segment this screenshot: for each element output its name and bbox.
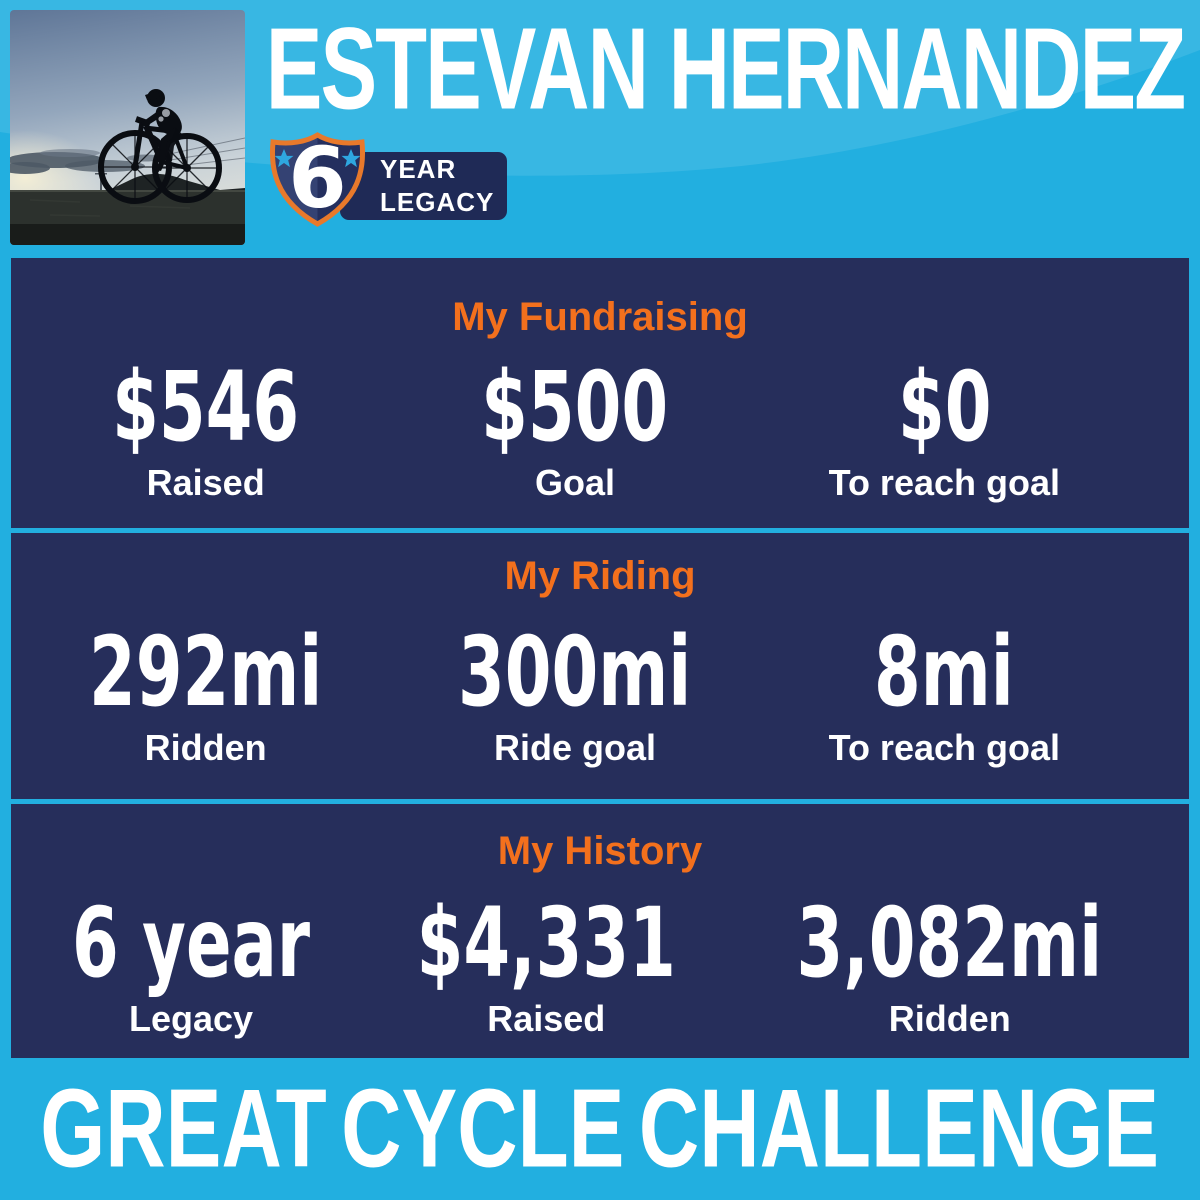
stat-ridden-value: 292mi: [88, 616, 323, 728]
stat-goal-value: $500: [481, 351, 669, 463]
stat-goal: $500 Goal: [390, 351, 759, 504]
stat-ride-goal: 300mi Ride goal: [390, 616, 759, 769]
brand-wordmark: GREAT CYCLE CHALLENGE: [40, 1066, 1160, 1191]
stat-ride-to-reach-goal-value: 8mi: [874, 616, 1015, 728]
stat-ridden-label: Ridden: [144, 727, 267, 769]
stat-history-ridden-label: Ridden: [888, 998, 1011, 1040]
stat-history-ridden: 3,082mi Ridden: [731, 887, 1168, 1040]
stat-history-raised: $4,331 Raised: [361, 887, 731, 1040]
riding-panel-title: My Riding: [504, 554, 696, 598]
stat-to-reach-goal-value: $0: [897, 351, 992, 463]
rider-name: ESTEVAN HERNANDEZ: [255, 4, 1195, 134]
stat-ride-goal-label: Ride goal: [493, 727, 656, 769]
star-icon: [274, 149, 361, 168]
legacy-shield-icon: 6: [270, 131, 365, 227]
stat-raised-label: Raised: [146, 462, 265, 504]
stat-history-raised-value: $4,331: [416, 887, 676, 999]
stat-legacy: 6 year Legacy: [21, 887, 361, 1040]
stat-goal-label: Goal: [534, 462, 615, 504]
stat-ride-to-reach-goal: 8mi To reach goal: [760, 616, 1129, 769]
stat-history-ridden-value: 3,082mi: [796, 887, 1103, 999]
stat-to-reach-goal-label: To reach goal: [828, 462, 1061, 504]
stat-ride-goal-value: 300mi: [458, 616, 692, 728]
stat-legacy-label: Legacy: [128, 998, 254, 1040]
stat-ridden: 292mi Ridden: [21, 616, 390, 769]
cyclist-silhouette-photo: [10, 10, 245, 245]
history-stats-row: 6 year Legacy $4,331 Raised 3,082mi Ridd…: [11, 887, 1189, 1040]
cyclist-photo-scene: [10, 10, 245, 245]
stat-raised: $546 Raised: [21, 351, 390, 504]
history-panel-title: My History: [497, 829, 703, 873]
badge-legacy-label: LEGACY: [380, 187, 495, 217]
riding-panel: My Riding 292mi Ridden 300mi Ride goal 8…: [11, 533, 1189, 799]
badge-year-label: YEAR: [380, 154, 457, 184]
stat-history-raised-label: Raised: [487, 998, 606, 1040]
stat-ride-to-reach-goal-label: To reach goal: [828, 727, 1061, 769]
footer: GREAT CYCLE CHALLENGE: [0, 1058, 1200, 1200]
fundraising-panel: My Fundraising $546 Raised $500 Goal $0 …: [11, 258, 1189, 528]
stat-legacy-value: 6 year: [72, 887, 311, 999]
fundraising-stats-row: $546 Raised $500 Goal $0 To reach goal: [11, 351, 1189, 504]
rider-name-text: ESTEVAN HERNANDEZ: [265, 4, 1186, 134]
fundraising-panel-title: My Fundraising: [452, 295, 748, 339]
background-wave: [0, 0, 1200, 176]
riding-stats-row: 292mi Ridden 300mi Ride goal 8mi To reac…: [11, 616, 1189, 769]
stat-raised-value: $546: [112, 351, 300, 463]
stat-to-reach-goal: $0 To reach goal: [760, 351, 1129, 504]
history-panel: My History 6 year Legacy $4,331 Raised 3…: [11, 804, 1189, 1058]
legacy-badge-plate: YEAR LEGACY: [340, 152, 507, 220]
legacy-badge: YEAR LEGACY 6: [265, 131, 510, 231]
